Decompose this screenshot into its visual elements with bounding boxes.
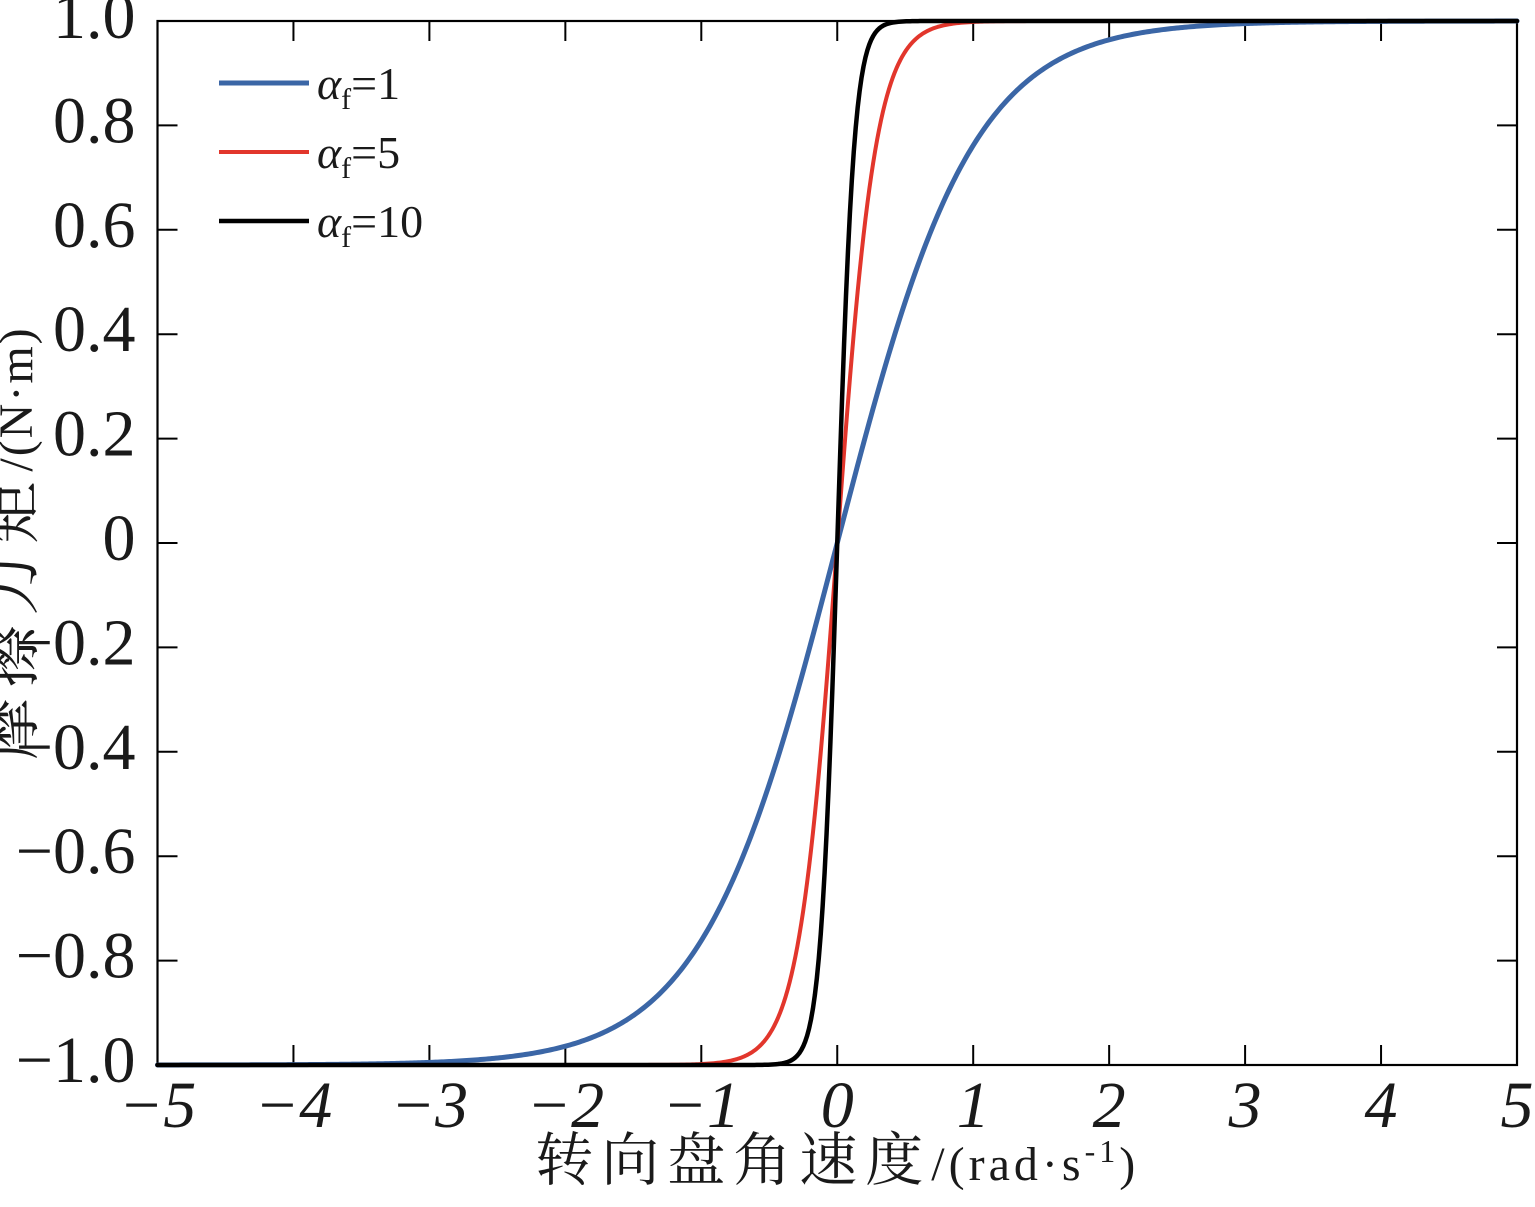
svg-text:5: 5 [1501,1069,1534,1142]
svg-text:−4: −4 [255,1069,333,1142]
svg-text:1: 1 [957,1069,990,1142]
svg-text:αf=10: αf=10 [317,196,423,254]
svg-text:−0.6: −0.6 [16,815,136,888]
svg-text:0.8: 0.8 [53,84,136,157]
svg-text:−0.8: −0.8 [16,920,136,993]
svg-text:0.4: 0.4 [53,293,136,366]
svg-text:摩擦力矩/(N·m): 摩擦力矩/(N·m) [0,326,50,759]
svg-text:0: 0 [103,502,136,575]
svg-text:3: 3 [1228,1069,1262,1142]
svg-text:−1.0: −1.0 [16,1024,136,1097]
svg-text:−3: −3 [391,1069,469,1142]
svg-text:2: 2 [1093,1069,1126,1142]
svg-text:1.0: 1.0 [53,0,136,53]
svg-text:4: 4 [1365,1069,1398,1142]
svg-text:0.6: 0.6 [53,189,136,262]
svg-text:αf=5: αf=5 [317,127,400,185]
svg-text:αf=1: αf=1 [317,58,400,116]
svg-text:0.2: 0.2 [53,398,136,471]
